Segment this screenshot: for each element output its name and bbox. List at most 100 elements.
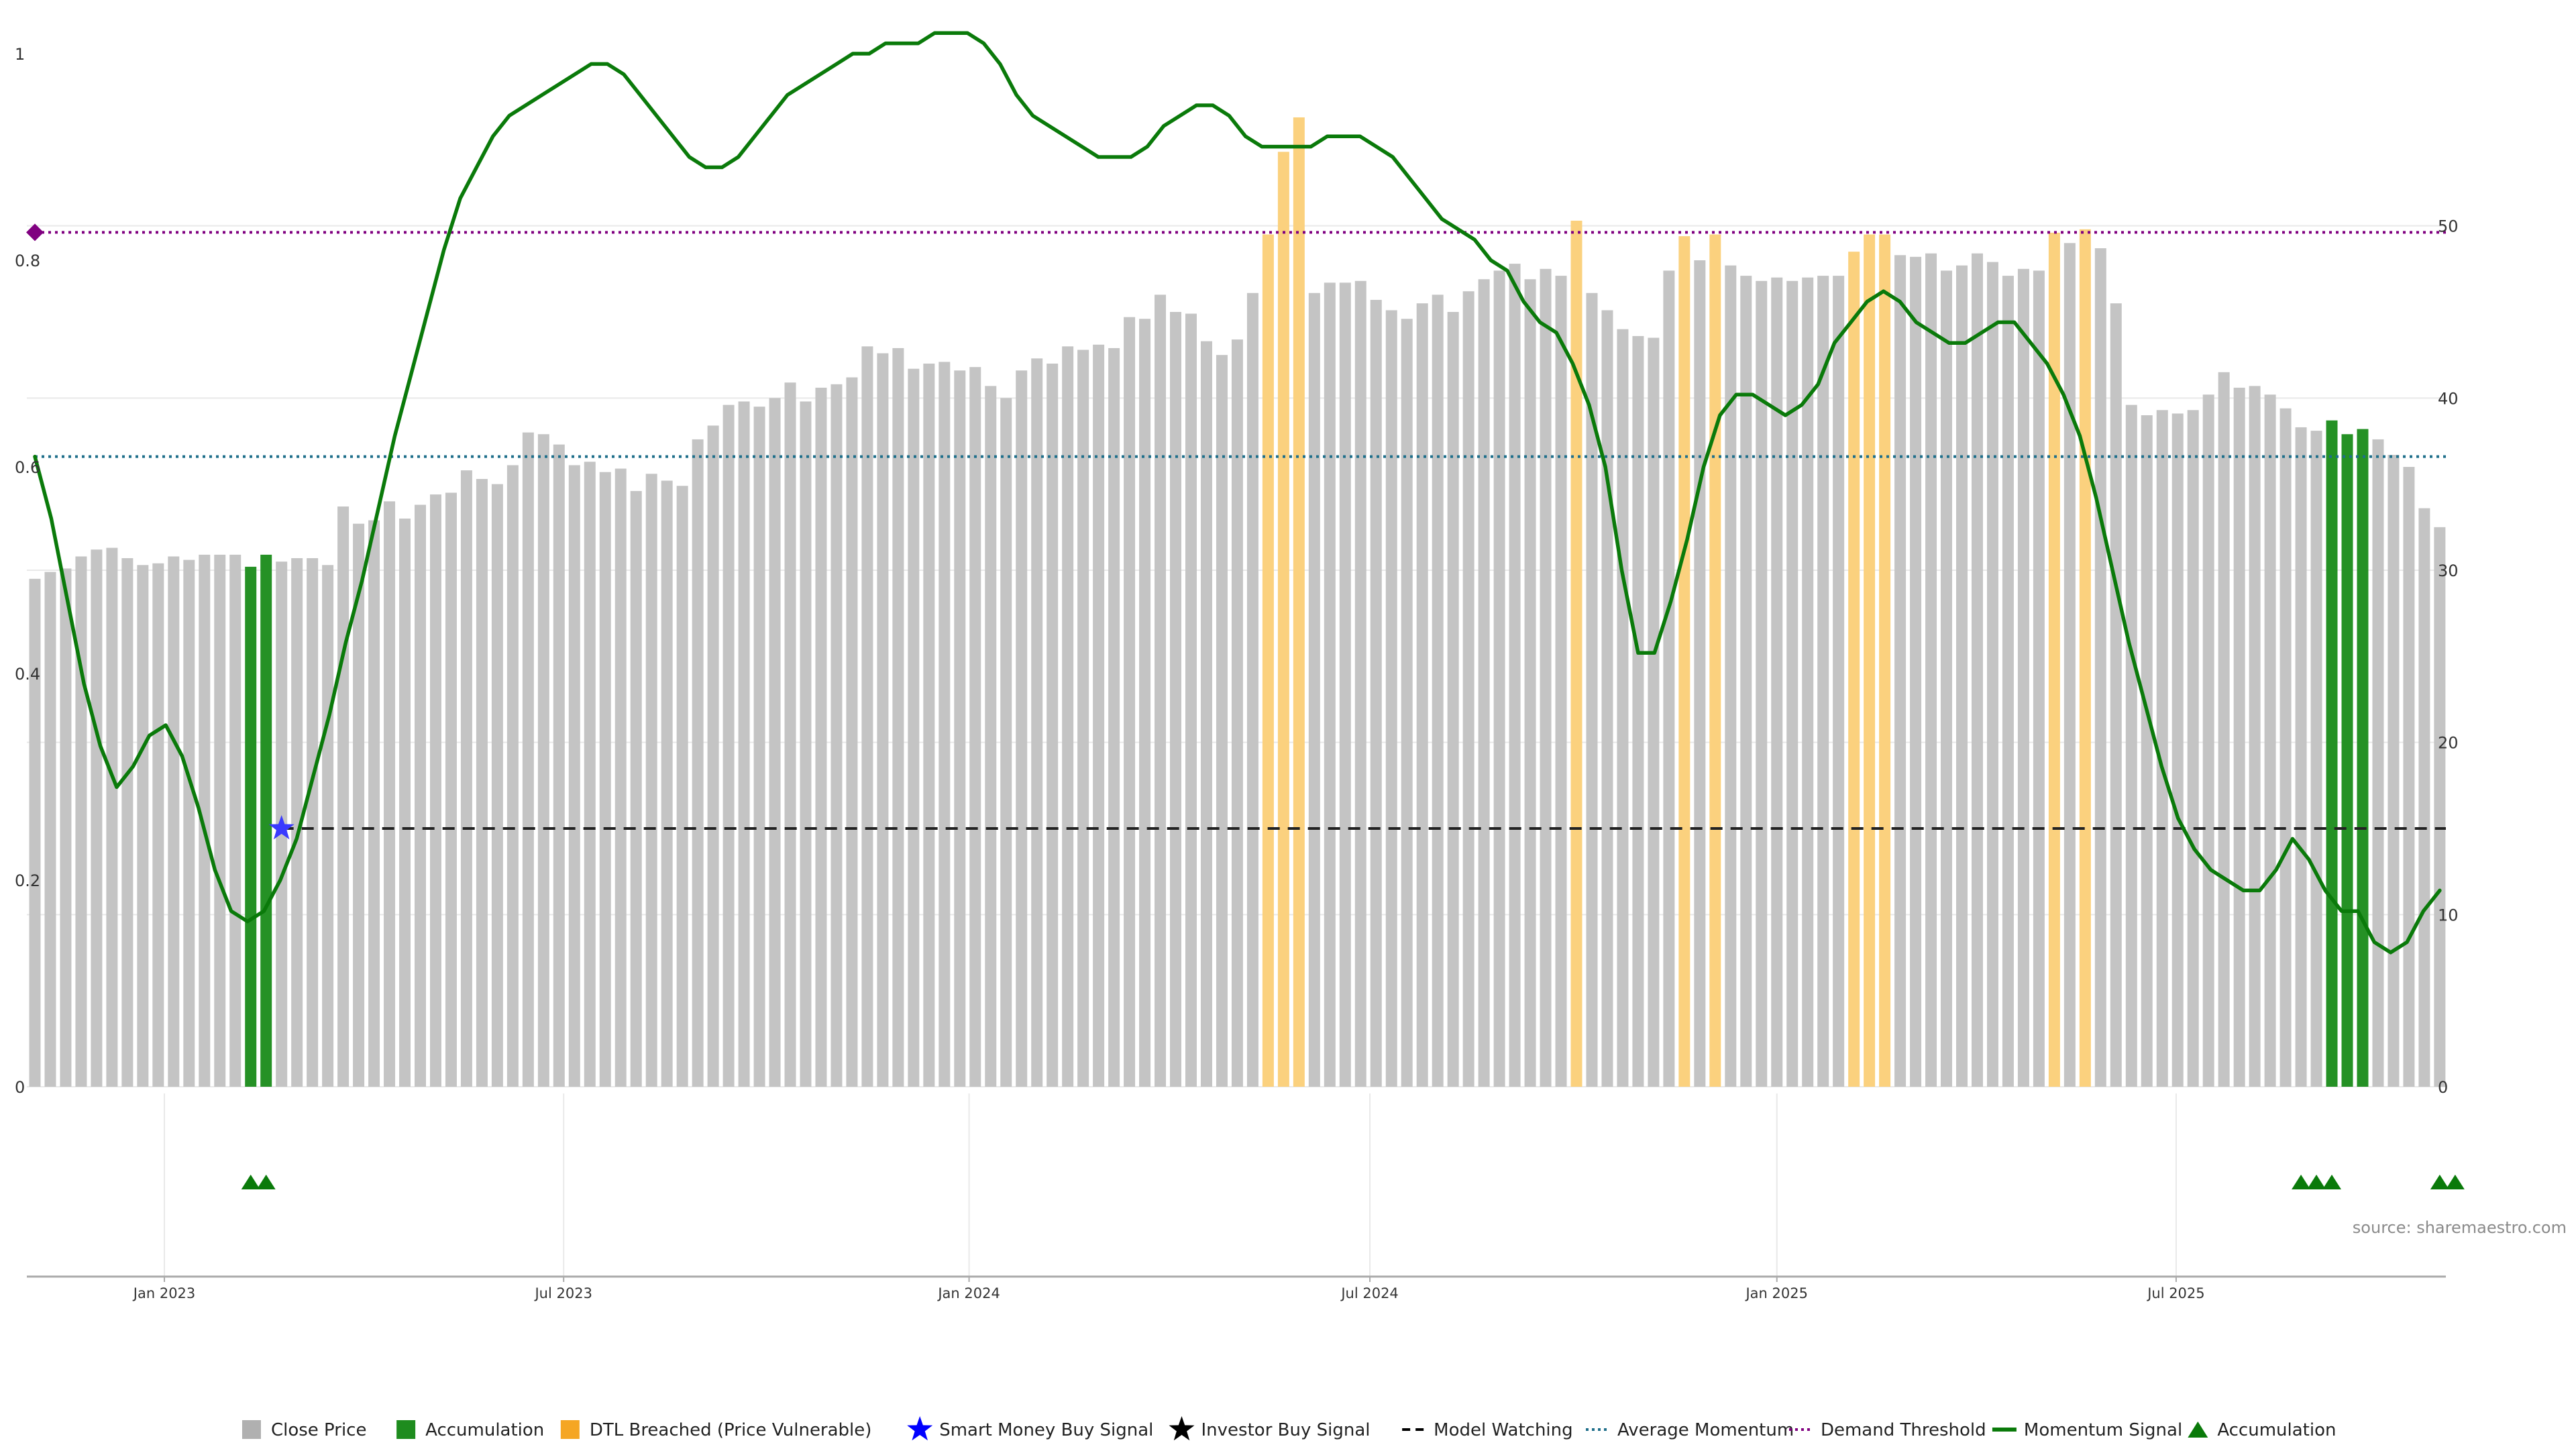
close-price-bar [1986,262,1998,1087]
legend-label: Smart Money Buy Signal [939,1420,1153,1440]
close-price-bar [214,554,226,1087]
close-price-bar [584,462,596,1087]
legend-label: Accumulation [425,1420,544,1440]
close-price-bar [1324,282,1336,1087]
close-price-bar [2218,372,2230,1087]
dtl-breached-bar [1678,236,1690,1087]
close-price-bar [2063,243,2076,1087]
accumulation-marker-triangle [241,1175,260,1189]
close-price-bar [1185,313,1197,1087]
close-price-bar [168,556,180,1087]
close-price-bar [2141,415,2153,1087]
close-price-bar [29,578,41,1087]
close-price-bar [1956,265,1968,1087]
close-price-bar [1031,358,1043,1087]
close-price-bar [445,492,457,1087]
legend-item: Smart Money Buy Signal [907,1416,1153,1441]
close-price-bar [938,362,951,1087]
x-axis-tick-label: Jan 2024 [936,1285,1000,1301]
right-axis-tick-label: 0 [2438,1078,2448,1097]
close-price-bar [1216,355,1228,1087]
dtl-breached-bar [1848,252,1860,1087]
close-price-bar [460,470,472,1087]
close-price-bar [800,401,812,1087]
close-price-bar [44,572,56,1087]
dtl-breached-bar [1879,234,1891,1087]
close-price-bar [877,353,889,1087]
close-price-bar [2264,394,2276,1087]
close-price-bar [1354,280,1366,1087]
close-price-bar [1910,256,1922,1087]
close-price-bar [322,565,334,1087]
legend-symbol-square [560,1420,580,1439]
close-price-bar [923,364,935,1087]
close-price-bar [1941,270,1953,1087]
close-price-bar [91,549,103,1087]
accumulation-marker-triangle [2445,1175,2465,1189]
close-price-bar [1586,292,1598,1087]
close-price-bar [537,434,549,1087]
close-price-bar [1308,292,1320,1087]
close-price-bar [1740,276,1752,1087]
left-axis-tick-label: 0.2 [15,871,40,890]
close-price-bar [954,370,966,1087]
close-price-bar [553,444,565,1087]
legend-item: Momentum Signal [1992,1420,2182,1440]
close-price-bar [229,554,241,1087]
close-price-bar [1170,312,1182,1087]
accumulation-bar [2341,434,2353,1087]
close-price-bar [307,558,319,1087]
close-price-bar [969,367,981,1087]
close-price-bar [2094,248,2106,1087]
close-price-bar [1632,335,1644,1087]
close-price-bar [2187,410,2199,1087]
close-price-bar [2434,527,2446,1087]
legend-label: Momentum Signal [2024,1420,2182,1440]
close-price-bar [121,558,133,1087]
dtl-breached-bar [1293,117,1305,1087]
close-price-bar [1694,260,1706,1087]
close-price-bar [1093,344,1105,1087]
close-price-bar [2387,455,2400,1087]
legend-item: Accumulation [2188,1420,2336,1440]
close-price-bar [1000,398,1012,1087]
legend-item: Accumulation [396,1420,544,1440]
close-price-bar [1432,294,1444,1087]
close-price-bar [2156,410,2168,1087]
price-bars [29,117,2446,1087]
close-price-bar [2033,270,2045,1087]
close-price-bar [2110,303,2122,1087]
close-price-bar [2125,405,2137,1087]
close-price-bar [199,554,211,1087]
momentum-signal-path [33,31,2442,955]
close-price-bar [1401,319,1413,1087]
accumulation-marker-triangle [2322,1175,2342,1189]
close-price-bar [1817,276,1829,1087]
close-price-bar [1509,264,1521,1087]
close-price-bar [399,519,411,1087]
close-price-bar [2233,387,2245,1087]
legend-item: Investor Buy Signal [1169,1416,1370,1441]
close-price-bar [1246,292,1258,1087]
close-price-bar [707,425,719,1087]
dtl-breached-bar [1570,220,1582,1087]
legend-symbol-square [396,1420,416,1439]
dtl-breached-bar [1864,234,1876,1087]
legend-symbol-square [241,1420,261,1439]
close-price-bar [1802,277,1814,1087]
close-price-bar [1124,317,1136,1087]
close-price-bar [2372,439,2384,1087]
close-price-bar [738,401,750,1087]
x-axis-tick-label: Jul 2024 [1340,1285,1398,1301]
right-axis-tick-label: 10 [2438,906,2459,924]
right-axis-tick-label: 20 [2438,734,2459,753]
close-price-bar [830,384,843,1087]
accumulation-marker-triangle [2307,1175,2326,1189]
close-price-bar [661,480,673,1087]
close-price-bar [630,490,642,1087]
close-price-bar [2017,268,2029,1087]
close-price-bar [1046,364,1059,1087]
close-price-bar [1370,300,1382,1087]
close-price-bar [2279,408,2292,1087]
